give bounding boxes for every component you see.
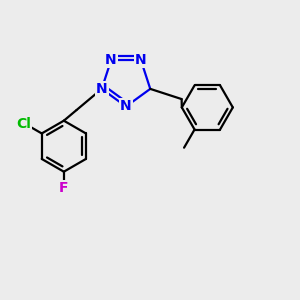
Text: F: F: [59, 181, 69, 195]
Text: N: N: [105, 53, 117, 68]
Text: N: N: [135, 53, 147, 68]
Text: N: N: [96, 82, 108, 96]
Text: Cl: Cl: [16, 117, 31, 131]
Text: N: N: [120, 100, 132, 113]
